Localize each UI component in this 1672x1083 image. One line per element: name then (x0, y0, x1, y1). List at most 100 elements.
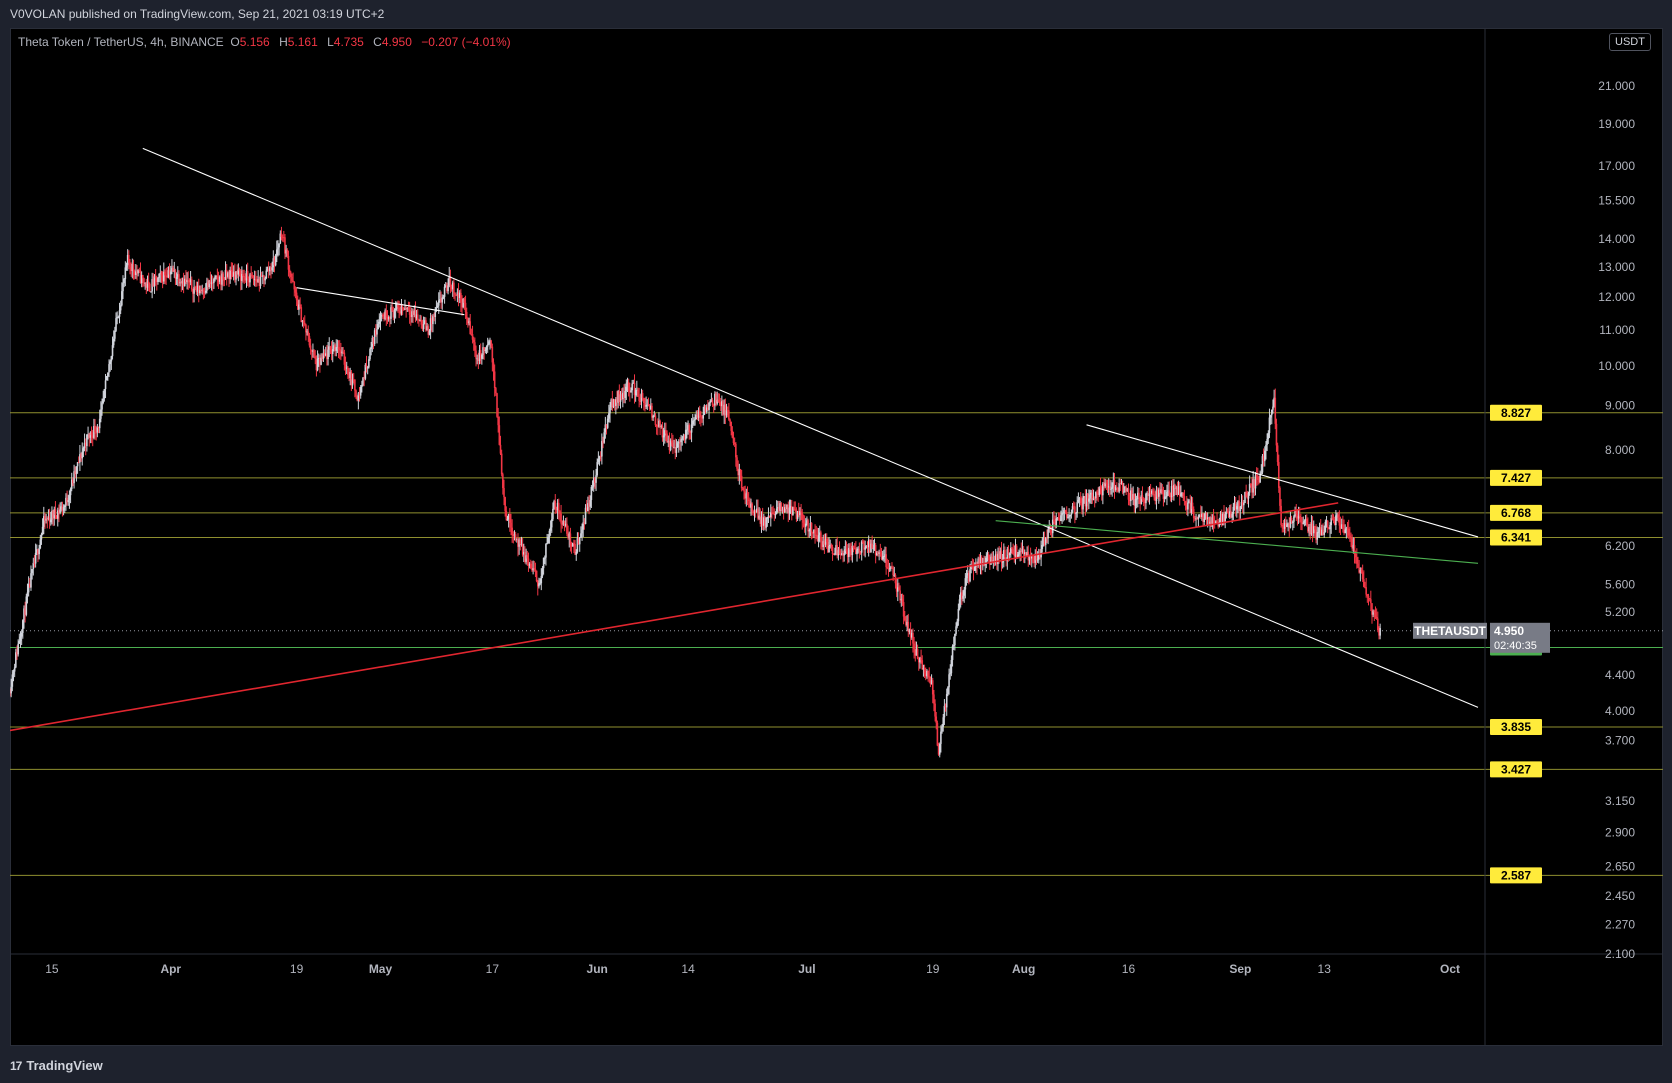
candle-body (44, 516, 46, 521)
candle-body (682, 436, 685, 439)
candle-body (1056, 517, 1059, 519)
candle-body (365, 364, 368, 368)
candle-body (476, 358, 478, 360)
candle-body (1230, 511, 1232, 518)
candle-body (437, 300, 440, 306)
candle-body (351, 379, 354, 386)
candle-body (55, 515, 58, 519)
candle-body (348, 374, 350, 378)
candle-body (801, 512, 804, 521)
candle-body (971, 565, 974, 568)
candle-body (1354, 553, 1357, 558)
candle-body (1316, 532, 1319, 540)
candle-body (321, 357, 324, 359)
candle-body (303, 322, 306, 325)
candle-body (820, 532, 822, 541)
candle-body (100, 409, 102, 419)
candle-body (511, 527, 513, 536)
candle-body (10, 686, 12, 694)
candle-body (182, 280, 185, 286)
candle-body (405, 308, 407, 310)
candle-body (596, 462, 599, 476)
candle-body (107, 372, 109, 377)
candle-body (1203, 518, 1206, 523)
candle-body (874, 545, 877, 556)
candle-body (1063, 510, 1066, 513)
candle-body (866, 545, 869, 548)
candle-body (1265, 444, 1267, 451)
candle-body (1204, 513, 1207, 519)
candle-body (865, 545, 868, 548)
candle-body (945, 694, 948, 708)
candle-body (1190, 502, 1193, 513)
currency-badge[interactable]: USDT (1609, 33, 1651, 51)
candle-body (905, 620, 907, 626)
candle-body (1105, 482, 1108, 484)
candle-body (1142, 499, 1145, 501)
candle-body (1155, 489, 1158, 501)
candle-body (955, 626, 957, 634)
candle-body (1240, 502, 1243, 507)
price-chart[interactable]: 21.000 19.000 17.000 15.500 14.000 13.000 12.0… (10, 28, 1663, 1046)
candle-body (1218, 521, 1221, 527)
candle-body (556, 502, 559, 511)
candle-body (102, 398, 105, 403)
candle-body (536, 581, 539, 587)
candle-body (143, 278, 145, 284)
candle-body (382, 314, 384, 316)
candle-body (122, 283, 124, 292)
candle-body (67, 500, 70, 503)
candle-body (694, 419, 696, 421)
candle-body (849, 547, 851, 550)
candle-body (313, 350, 315, 357)
candle-body (225, 270, 228, 277)
candle-body (390, 307, 392, 319)
candle-body (559, 511, 561, 514)
candle-body (429, 318, 432, 331)
candle-body (421, 324, 424, 330)
candle-body (250, 274, 252, 276)
candle-body (954, 633, 956, 646)
candle-body (1119, 483, 1122, 485)
candle-body (878, 552, 880, 554)
candle-body (166, 276, 169, 278)
candle-body (581, 529, 583, 534)
candle-body (521, 544, 524, 555)
candle-body (1357, 563, 1359, 568)
candle-body (1374, 612, 1377, 617)
candle-body (811, 532, 814, 534)
candle-body (793, 507, 795, 510)
candle-body (1322, 529, 1324, 535)
candle-body (96, 427, 99, 433)
y-tick-label: 5.600 (1605, 577, 1635, 591)
tradingview-logo[interactable]: 17 TradingView (10, 1058, 103, 1073)
candle-body (1148, 493, 1151, 497)
candle-body (1258, 479, 1260, 483)
candle-body (951, 646, 954, 660)
candle-body (439, 299, 441, 301)
candle-body (128, 254, 130, 263)
candle-body (740, 475, 743, 489)
candle-body (525, 555, 527, 562)
candle-body (1339, 525, 1342, 529)
candle-body (546, 542, 548, 545)
candle-body (1096, 491, 1098, 494)
candle-body (548, 530, 551, 537)
candle-body (746, 493, 749, 500)
candle-body (715, 393, 717, 404)
candle-body (597, 459, 600, 463)
candle-body (689, 432, 692, 434)
candle-body (654, 415, 657, 426)
candle-body (415, 314, 418, 319)
candle-body (1244, 492, 1246, 504)
candle-body (613, 399, 616, 406)
candle-body (79, 454, 81, 463)
candle-body (912, 632, 914, 644)
candle-body (1195, 518, 1197, 520)
candle-body (665, 430, 667, 434)
candle-body (1309, 526, 1312, 535)
candle-body (1018, 551, 1020, 555)
candle-body (273, 258, 276, 266)
candle-body (227, 273, 229, 277)
candle-body (758, 515, 760, 519)
